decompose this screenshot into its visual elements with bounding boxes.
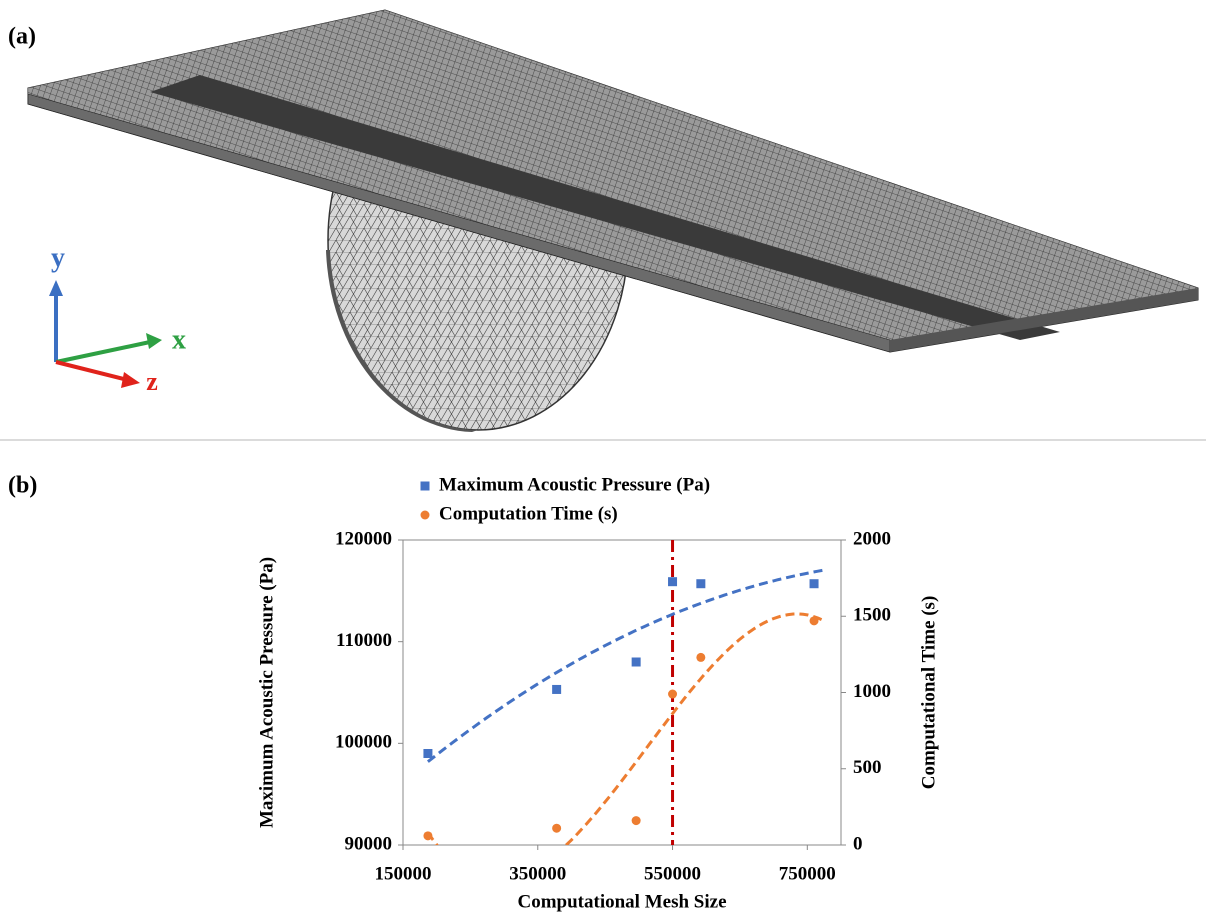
y-tick-label: 100000 xyxy=(335,732,392,753)
data-point xyxy=(423,831,433,841)
legend-label: Computation Time (s) xyxy=(439,503,618,524)
data-point xyxy=(668,689,678,699)
y2-tick-label: 500 xyxy=(853,757,882,778)
x-tick-label: 350000 xyxy=(509,863,566,884)
y2-tick-label: 0 xyxy=(853,833,863,854)
data-point xyxy=(552,823,562,833)
chart: 150000 350000 550000 750000 90000 100000 11000… xyxy=(256,474,939,912)
axis-label-x: x xyxy=(172,324,186,355)
plot-frame xyxy=(402,539,842,846)
axis-label-z: z xyxy=(146,367,158,396)
trendline xyxy=(426,568,824,763)
data-point xyxy=(631,816,641,826)
x-tick-label: 550000 xyxy=(644,863,701,884)
data-point xyxy=(552,684,562,694)
y-axis-title: Maximum Acoustic Pressure (Pa) xyxy=(256,557,277,828)
data-point xyxy=(696,652,706,662)
y-tick-label: 90000 xyxy=(345,833,393,854)
y-tick-label: 110000 xyxy=(336,630,392,651)
data-point xyxy=(631,657,641,667)
y2-tick-label: 2000 xyxy=(853,528,891,549)
data-point xyxy=(668,577,678,587)
plot-area xyxy=(426,568,824,845)
data-point xyxy=(809,616,819,626)
mesh-illustration xyxy=(27,9,1199,432)
x-tick-label: 750000 xyxy=(779,863,836,884)
axis-triad: y x z xyxy=(49,242,186,396)
x-tick-label: 150000 xyxy=(375,863,432,884)
y-tick-label: 120000 xyxy=(335,528,392,549)
x-axis-title: Computational Mesh Size xyxy=(518,891,727,912)
y2-tick-label: 1500 xyxy=(853,605,891,626)
axis-label-y: y xyxy=(51,242,65,273)
trendline xyxy=(426,612,824,845)
data-point xyxy=(809,579,819,589)
y2-axis-title: Computational Time (s) xyxy=(918,596,939,790)
data-point xyxy=(423,749,433,758)
legend-marker xyxy=(420,481,430,491)
y2-tick-label: 1000 xyxy=(853,681,891,702)
legend-label: Maximum Acoustic Pressure (Pa) xyxy=(439,474,710,495)
data-point xyxy=(696,579,706,589)
panel-label: (b) xyxy=(8,473,37,499)
legend-marker xyxy=(420,510,430,520)
panel-label: (a) xyxy=(8,24,36,50)
